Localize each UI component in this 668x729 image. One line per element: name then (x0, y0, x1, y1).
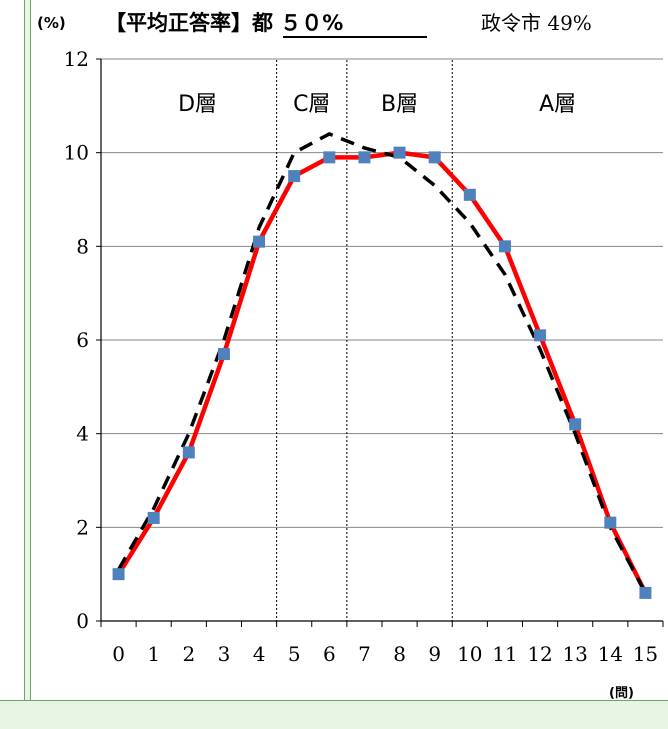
axes (96, 58, 664, 627)
series-0-point-7 (358, 151, 371, 164)
layer-label-2: B層 (381, 92, 418, 117)
y-tick-label-2: 2 (76, 515, 89, 539)
bottom-strip (0, 700, 668, 729)
series-0-point-2 (182, 446, 195, 459)
series-0-point-10 (463, 188, 476, 201)
x-tick-label-9: 9 (428, 642, 441, 666)
series-0-point-13 (569, 418, 582, 431)
x-tick-label-3: 3 (218, 642, 231, 666)
x-tick-label-11: 11 (492, 642, 517, 666)
x-tick-label-4: 4 (253, 642, 266, 666)
y-tick-label-12: 12 (64, 47, 89, 71)
x-tick-label-0: 0 (112, 642, 125, 666)
comparison-label: 政令市 49% (481, 11, 592, 35)
x-tick-label-2: 2 (182, 642, 195, 666)
x-unit-label: (問) (609, 686, 634, 700)
x-tick-label-6: 6 (323, 642, 336, 666)
chart-panel: 0 2 4 6 8 10 12 0 1 2 3 4 5 6 7 8 9 10 11 12 13 14 15 D層 C層 B層 A層 … (30, 0, 668, 700)
x-tick-label-13: 13 (562, 642, 587, 666)
x-tick-label-1: 1 (147, 642, 160, 666)
series-0-point-9 (428, 151, 441, 164)
y-tick-label-6: 6 (76, 328, 89, 352)
series-group (112, 132, 652, 599)
series-0-point-14 (604, 516, 617, 529)
adjacent-chart-fragment (0, 0, 25, 700)
y-tick-label-8: 8 (76, 234, 89, 258)
series-0-point-1 (147, 511, 160, 524)
series-0-point-8 (393, 146, 406, 159)
x-tick-label-7: 7 (358, 642, 371, 666)
layer-label-1: C層 (293, 92, 330, 117)
layer-dividers (276, 60, 453, 621)
series-0-line (116, 150, 648, 594)
series-0-point-4 (253, 235, 266, 248)
chart-title: 【平均正答率】都 ５０% (105, 11, 343, 35)
series-0-point-0 (112, 568, 125, 581)
layer-label-0: D層 (178, 92, 217, 117)
series-0-point-6 (323, 151, 336, 164)
x-tick-label-14: 14 (598, 642, 623, 666)
x-tick-label-10: 10 (457, 642, 482, 666)
y-tick-label-10: 10 (64, 141, 89, 165)
y-unit-label: (%) (37, 14, 66, 32)
series-0-point-15 (639, 586, 652, 599)
series-0-point-5 (288, 170, 301, 183)
series-0-point-3 (217, 348, 230, 361)
x-tick-label-15: 15 (633, 642, 658, 666)
x-tick-label-8: 8 (393, 642, 406, 666)
series-1-line (117, 132, 647, 594)
series-0-point-12 (534, 329, 547, 342)
layer-label-3: A層 (539, 92, 576, 117)
x-tick-label-12: 12 (527, 642, 552, 666)
x-tick-label-5: 5 (288, 642, 301, 666)
series-0-point-11 (498, 240, 511, 253)
y-tick-label-0: 0 (76, 609, 89, 633)
y-tick-label-4: 4 (76, 422, 89, 446)
